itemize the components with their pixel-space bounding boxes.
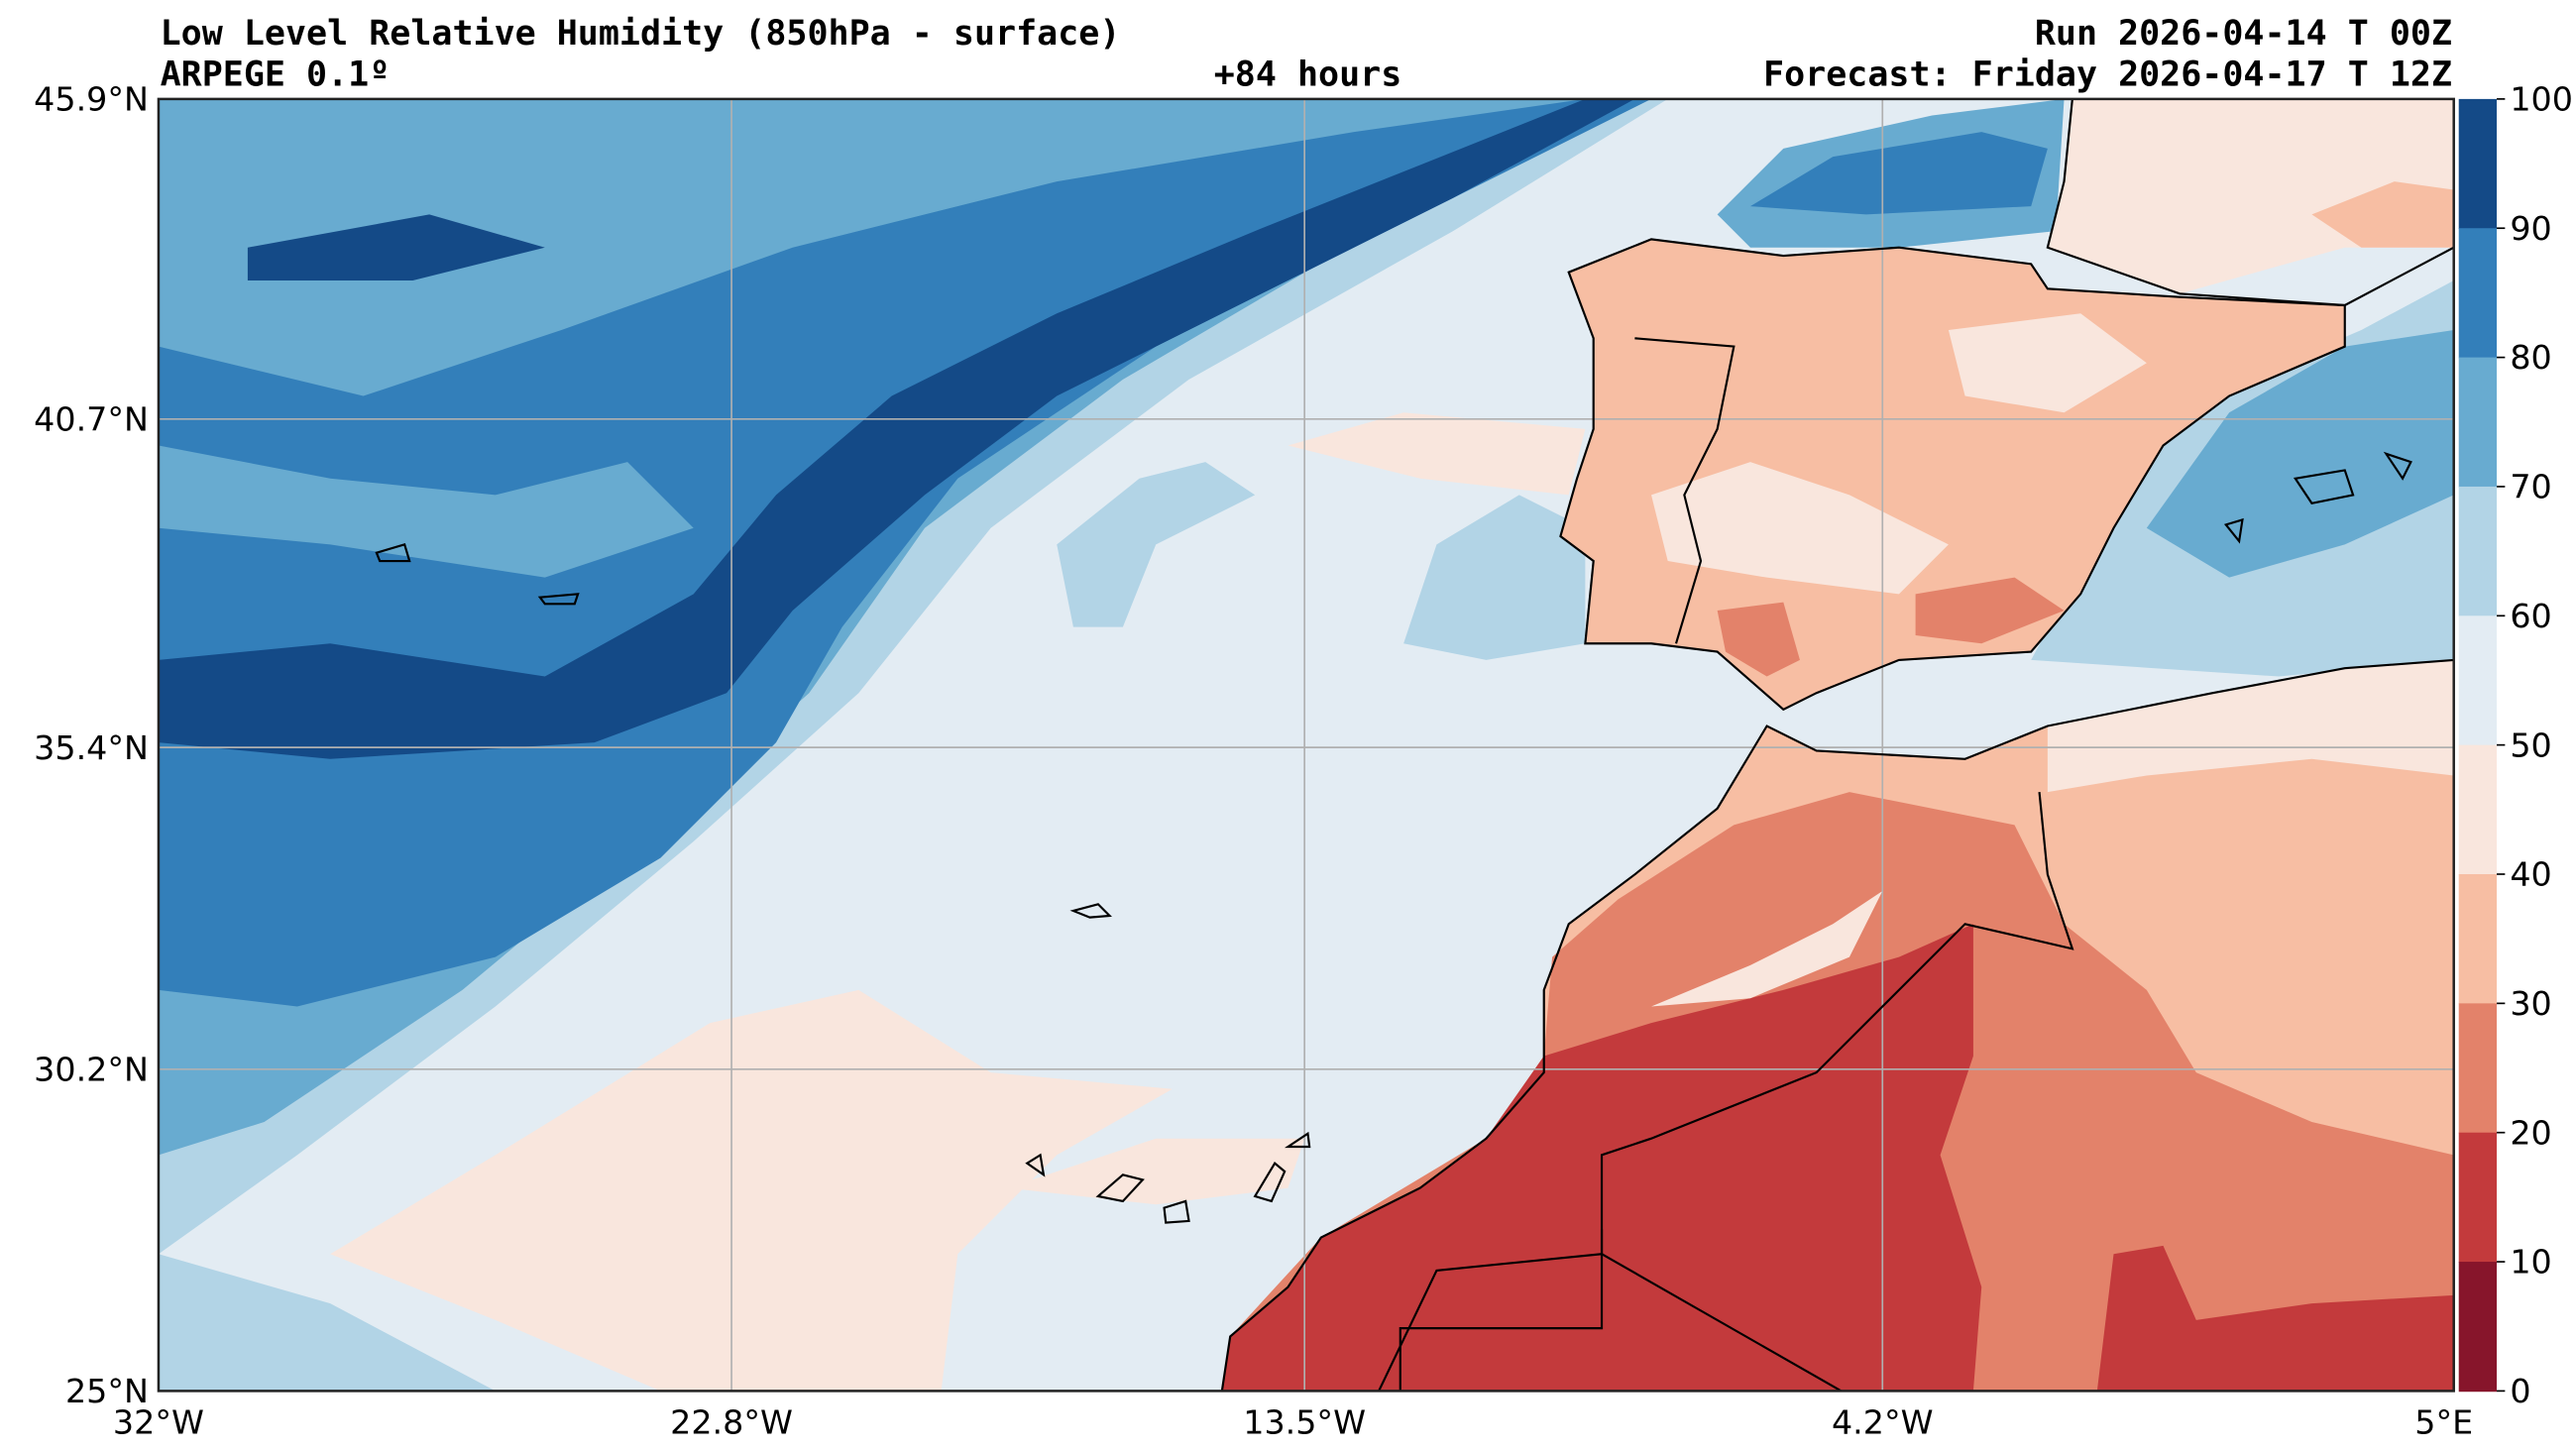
colorbar-tick-label: 100 — [2510, 80, 2573, 119]
lon-tick: 22.8°W — [670, 1403, 793, 1442]
colorbar-tick-label: 30 — [2510, 984, 2551, 1023]
africa-moist-coast — [2047, 659, 2454, 793]
lon-tick: 4.2°W — [1832, 1403, 1934, 1442]
map-title: Low Level Relative Humidity (850hPa - su… — [161, 14, 1121, 54]
iberia-dry-patch — [1915, 577, 2065, 644]
morocco-border — [1399, 791, 2074, 1392]
map-area — [158, 98, 2454, 1392]
lon-tick: 13.5°W — [1243, 1403, 1366, 1442]
gridlines — [158, 98, 2454, 1392]
lat-tick: 45.9°N — [34, 80, 149, 119]
mallorca-island — [2293, 469, 2355, 504]
colorbar-tick-label: 0 — [2510, 1372, 2530, 1410]
mediterranean-humidity-darker — [2146, 329, 2454, 578]
forecast-label: Forecast: Friday 2026-04-17 T 12Z — [1763, 56, 2452, 95]
atlas-moist-patch — [1651, 890, 1883, 1007]
colorbar-tick-label: 10 — [2510, 1243, 2551, 1282]
colorbar-segment — [2458, 1132, 2498, 1263]
atlantic-dry-band — [330, 989, 1173, 1392]
ibiza-island — [2223, 517, 2244, 544]
iberia-dry-patch-2 — [1717, 602, 1800, 677]
africa-10-20-east — [2096, 1245, 2454, 1392]
lon-tick: 32°W — [113, 1403, 204, 1442]
lat-tick: 30.2°N — [34, 1050, 149, 1088]
humidity-60-70-south — [158, 1254, 496, 1392]
la-palma-island — [1025, 1153, 1046, 1177]
lat-axis: 45.9°N 40.7°N 35.4°N 30.2°N 25°N — [34, 80, 149, 1411]
biscay-humidity-dark — [1749, 132, 2048, 215]
azores-island — [537, 593, 580, 606]
lead-time-label: +84 hours — [1214, 56, 1402, 95]
lon-tick: 5°E — [2414, 1403, 2473, 1442]
lat-tick: 35.4°N — [34, 728, 149, 767]
colorbar-tick-label: 40 — [2510, 855, 2551, 894]
gran-canaria-island — [1163, 1199, 1190, 1224]
iberia-moist-patch-2 — [1948, 313, 2147, 413]
iberia-land — [1560, 239, 2345, 710]
humidity-light-gap — [158, 445, 694, 578]
colorbar-segment — [2458, 228, 2498, 359]
colorbar-tick-label: 20 — [2510, 1113, 2551, 1152]
colorbar-segment — [2458, 744, 2498, 875]
colorbar-segment — [2458, 873, 2498, 1005]
lat-tick: 25°N — [65, 1372, 149, 1410]
colorbar-segment — [2458, 486, 2498, 617]
model-label: ARPEGE 0.1º — [161, 56, 391, 95]
atlantic-dry-patch — [1288, 412, 1586, 496]
madeira-island — [1069, 903, 1112, 919]
run-label: Run 2026-04-14 T 00Z — [2035, 14, 2452, 54]
azores-island-2 — [375, 543, 411, 563]
map-frame — [157, 97, 2455, 1393]
colorbar-segment — [2458, 1003, 2498, 1134]
coastlines — [375, 98, 2454, 1392]
france-land — [2047, 98, 2454, 294]
colorbar-tick-label: 90 — [2510, 209, 2551, 248]
lanzarote-island — [1284, 1131, 1311, 1149]
menorca-island — [2383, 451, 2412, 481]
west-iberia-humidity — [1403, 495, 1586, 660]
colorbar-tick-label: 60 — [2510, 597, 2551, 635]
colorbar-segment — [2458, 1262, 2498, 1393]
humidity-90-100-north — [247, 214, 545, 281]
colorbar-tick-label: 80 — [2510, 338, 2551, 377]
colorbar-segment — [2458, 98, 2498, 230]
lat-tick: 40.7°N — [34, 400, 149, 439]
humidity-90-100 — [158, 98, 1635, 759]
lon-axis: 32°W 22.8°W 13.5°W 4.2°W 5°E — [113, 1403, 2473, 1442]
france-dry-patch — [2311, 181, 2454, 248]
colorbar-tick-label: 70 — [2510, 468, 2551, 506]
iberia-moist-patch — [1651, 462, 1949, 595]
canary-dry-patch — [1007, 1138, 1305, 1205]
portugal-border — [1634, 337, 1736, 644]
colorbar-tick-label: 50 — [2510, 726, 2551, 764]
colorbar-segment — [2458, 615, 2498, 746]
canary-island — [1095, 1173, 1145, 1203]
humidity-80-90 — [158, 98, 1652, 1007]
colorbar-segment — [2458, 357, 2498, 488]
fuerteventura-island — [1253, 1162, 1287, 1203]
